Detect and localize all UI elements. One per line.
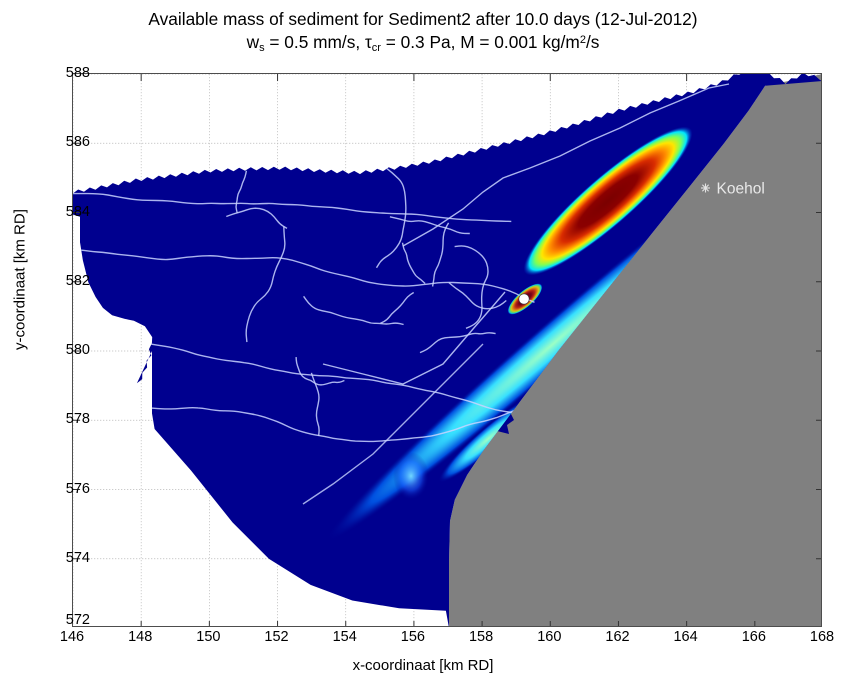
svg-text:Koehol: Koehol — [717, 181, 765, 198]
